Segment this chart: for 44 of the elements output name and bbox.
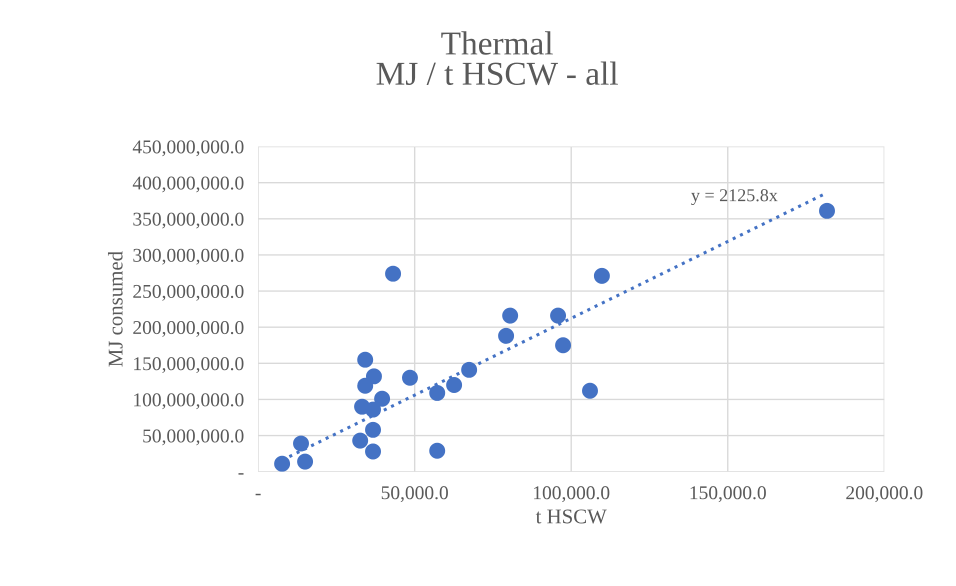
point [402,370,418,386]
annotation: y = 2125.8x [691,189,778,206]
point [365,444,381,460]
y-tick-label: 250,000,000.0 [133,284,244,301]
point [357,378,374,394]
point [374,390,390,407]
point [429,442,446,459]
point [297,454,314,470]
point [366,368,382,384]
y-tick-label: - [238,473,244,475]
x-tick-label: 200,000.0 [846,486,922,502]
point [498,328,514,344]
y-tick-label: 100,000,000.0 [134,393,244,410]
point [352,432,368,449]
point [502,308,518,324]
point [365,422,381,438]
point [385,266,402,282]
x-axis-title: t HSCW [536,509,607,524]
point [594,268,610,284]
point [819,202,835,219]
point [555,337,572,354]
y-axis-title: MJ consumed [108,251,123,367]
x-tick-label: 100,000.0 [534,486,610,502]
point [429,384,446,401]
x-tick-label: 150,000.0 [690,486,766,502]
x-tick-label: 50,000.0 [382,486,448,502]
point [446,377,462,393]
x-tick-label: - [256,494,261,496]
y-tick-label: 450,000,000.0 [132,140,244,156]
point [357,352,374,368]
y-tick-label: 150,000,000.0 [134,357,244,374]
point [461,362,478,378]
point [582,382,598,399]
y-tick-label: 300,000,000.0 [133,248,244,265]
chart-title: Thermal [441,31,553,55]
y-tick-label: 400,000,000.0 [132,176,244,192]
chart-subtitle: MJ / t HSCW - all [376,62,618,86]
point [293,436,309,452]
point [550,308,566,324]
y-tick-label: 50,000,000.0 [143,429,244,446]
point [274,456,290,472]
y-tick-label: 200,000,000.0 [133,321,244,337]
y-tick-label: 350,000,000.0 [133,212,244,229]
point [365,402,381,418]
